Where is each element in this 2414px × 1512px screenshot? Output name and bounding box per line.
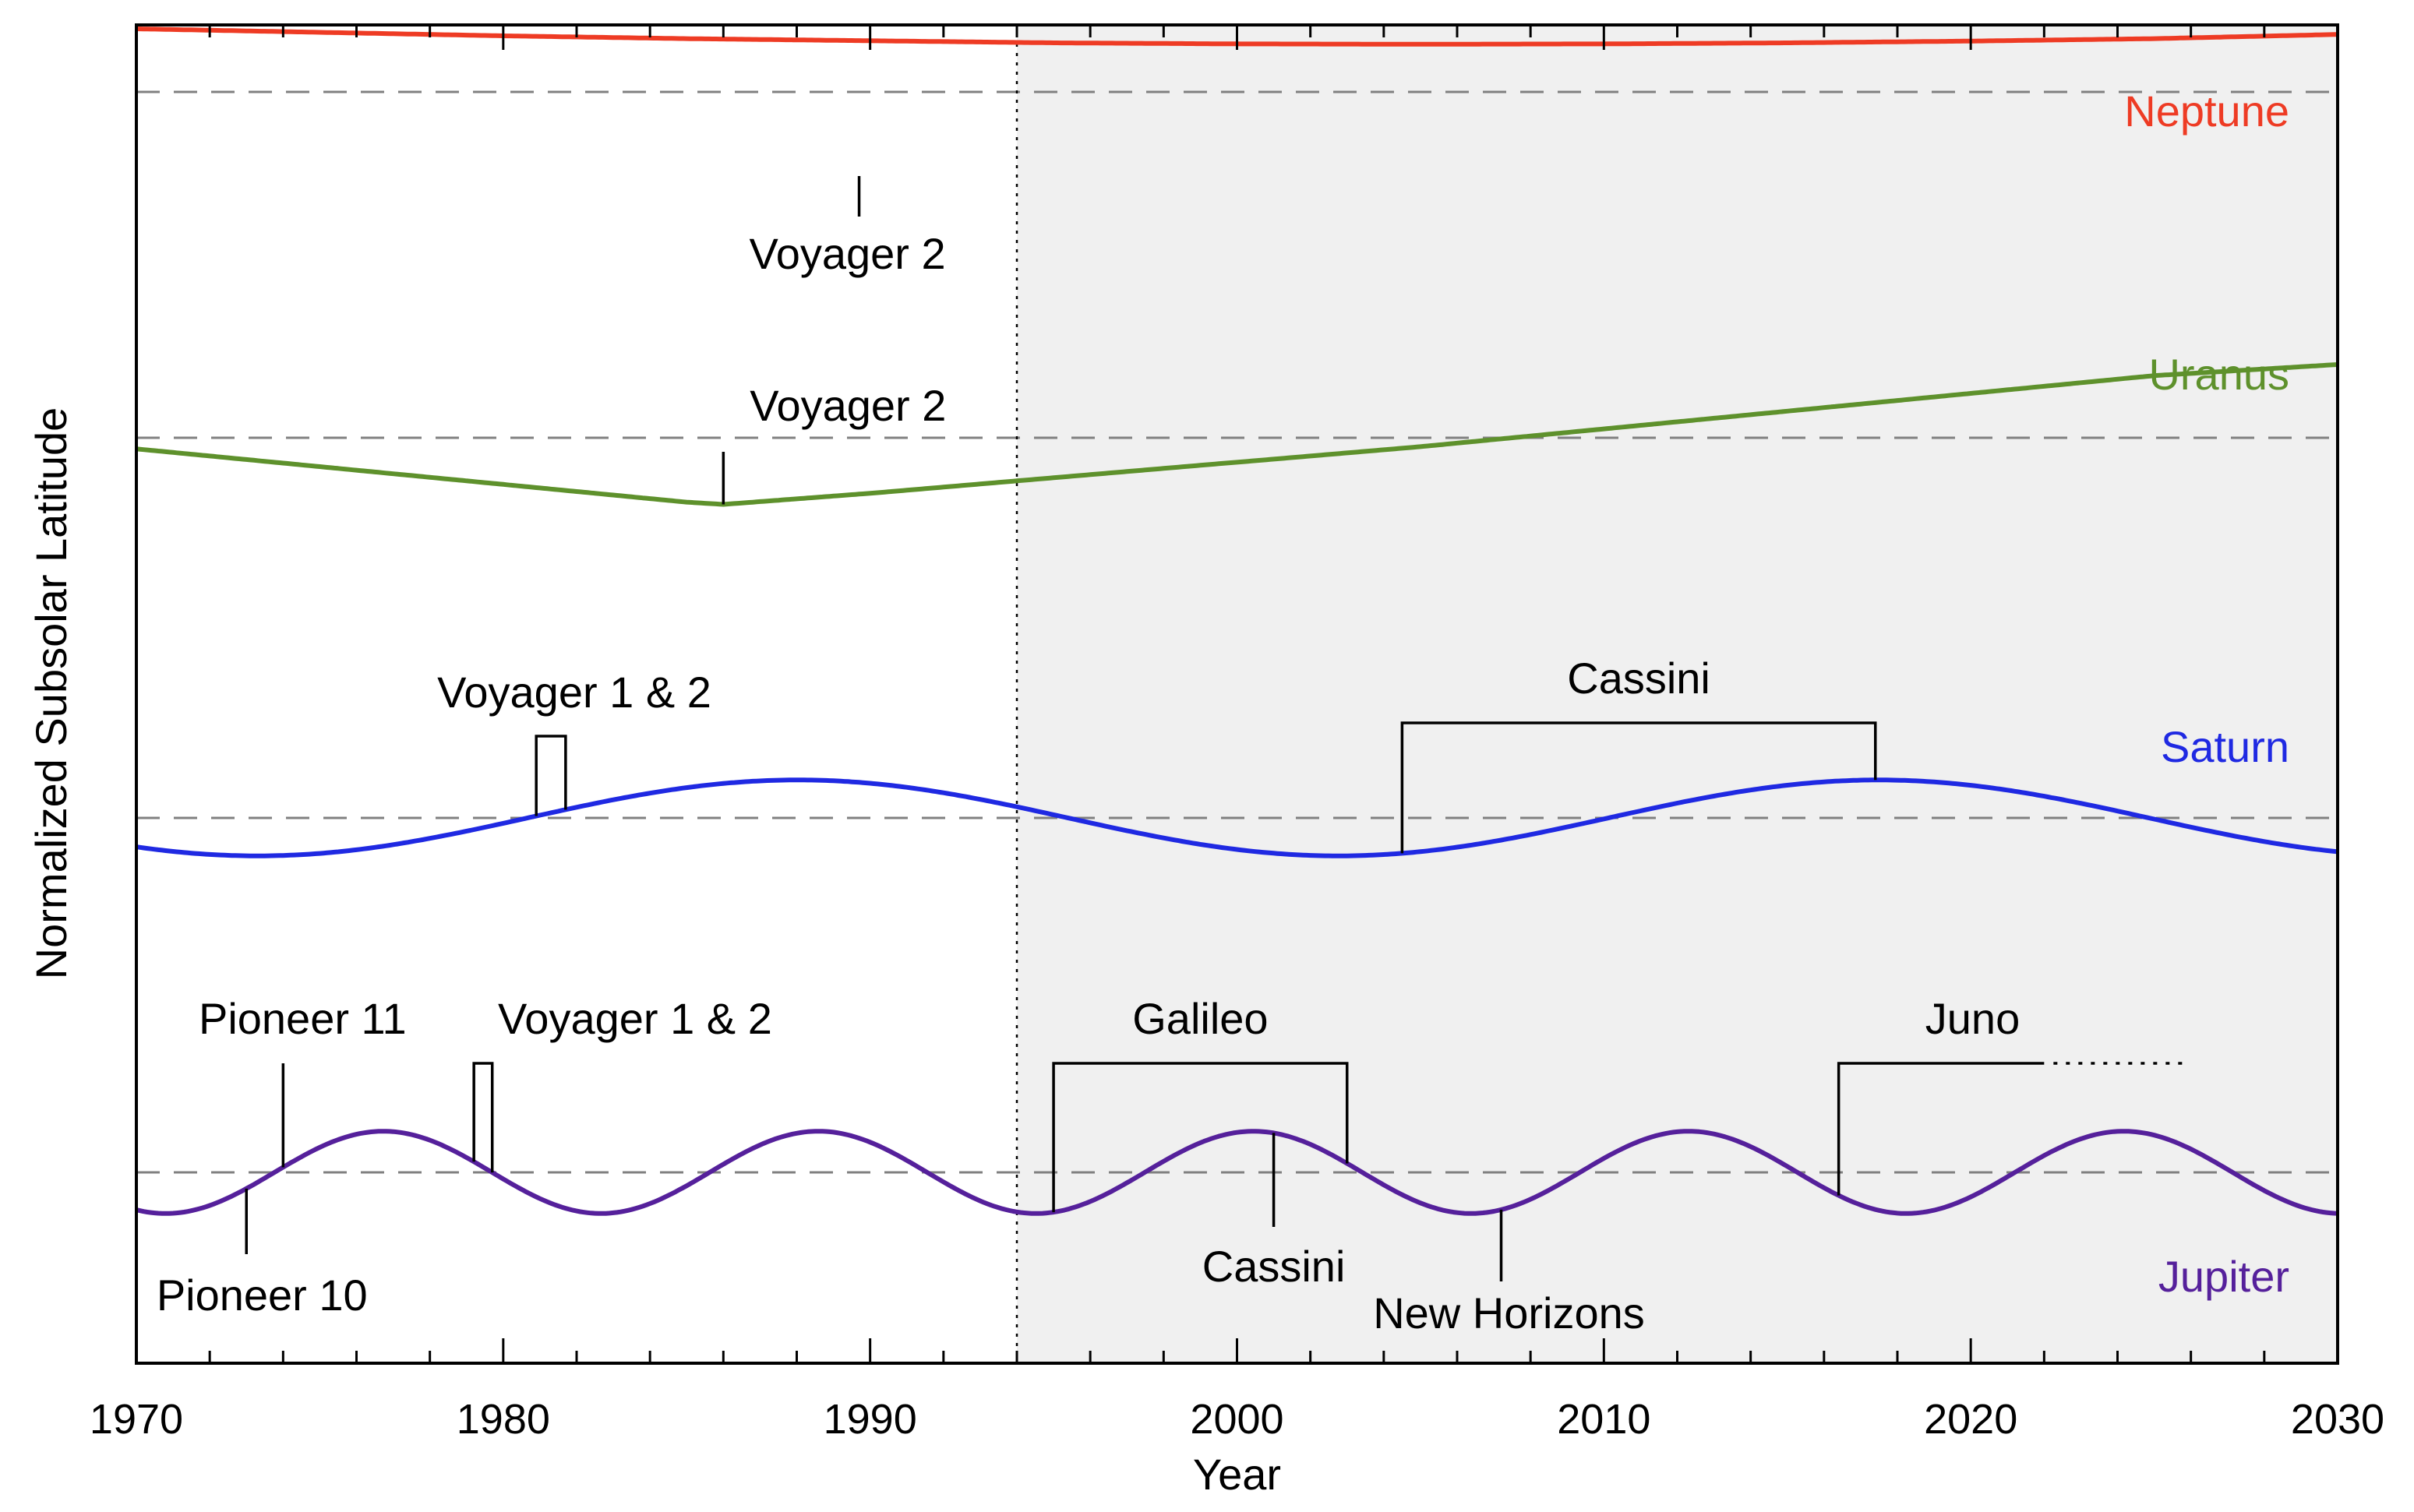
annotation-label-voyager-1-2-saturn: Voyager 1 & 2	[437, 668, 711, 717]
annotation-label-voyager-2-uranus: Voyager 2	[750, 381, 946, 430]
series-line-uranus	[136, 362, 2338, 507]
x-tick-label-2010: 2010	[1557, 1396, 1650, 1443]
annotation-label-cassini-jupiter: Cassini	[1202, 1242, 1346, 1291]
annotation-label-cassini-saturn: Cassini	[1567, 654, 1710, 703]
planet-label-neptune: Neptune	[2124, 86, 2289, 136]
annotation-bracket-voyager-1-2-jupiter	[472, 1062, 494, 1173]
series-line-jupiter	[136, 1129, 2338, 1216]
planet-label-jupiter: Jupiter	[2158, 1252, 2289, 1301]
annotation-bracket-cassini-saturn	[1400, 721, 1877, 854]
planet-labels: Neptune Uranus Saturn Jupiter	[2124, 86, 2289, 1301]
annotation-bracket-galileo-jupiter	[1052, 1062, 1349, 1213]
annotation-label-voyager-2-neptune: Voyager 2	[749, 229, 945, 278]
x-tick-label-2000: 2000	[1190, 1396, 1283, 1443]
planet-label-uranus: Uranus	[2148, 350, 2289, 399]
x-tick-label-1980: 1980	[457, 1396, 550, 1443]
planet-label-saturn: Saturn	[2161, 722, 2289, 771]
x-tick-label-1970: 1970	[90, 1396, 183, 1443]
x-tick-label-2020: 2020	[1924, 1396, 2017, 1443]
annotation-label-juno-jupiter: Juno	[1925, 994, 2020, 1043]
annotation-label-pioneer-11-jupiter: Pioneer 11	[199, 994, 407, 1043]
series-line-saturn	[136, 777, 2338, 858]
x-tick-label-2030: 2030	[2291, 1396, 2384, 1443]
annotation-bracket-juno-jupiter	[1837, 1062, 2045, 1196]
baselines	[136, 90, 2338, 1174]
mission-era-shading	[1017, 25, 2338, 1363]
annotation-bracket-voyager-1-2-saturn	[535, 735, 567, 816]
x-tick-label-1990: 1990	[824, 1396, 917, 1443]
annotation-label-new-horizons-jupiter: New Horizons	[1373, 1288, 1645, 1338]
y-axis-title: Normalized Subsolar Latitude	[26, 407, 76, 980]
mission-annotations: Voyager 2 Voyager 2 Voyager 1 & 2 Cassini Pi…	[157, 176, 2187, 1338]
annotation-label-voyager-1-2-jupiter: Voyager 1 & 2	[498, 994, 772, 1043]
x-axis-title: Year	[1193, 1450, 1281, 1499]
x-axis-ticks: 1970 1980 1990 2000 2010 2020 2030	[90, 25, 2384, 1443]
annotation-label-pioneer-10-jupiter: Pioneer 10	[157, 1271, 368, 1320]
annotation-label-galileo-jupiter: Galileo	[1132, 994, 1268, 1043]
